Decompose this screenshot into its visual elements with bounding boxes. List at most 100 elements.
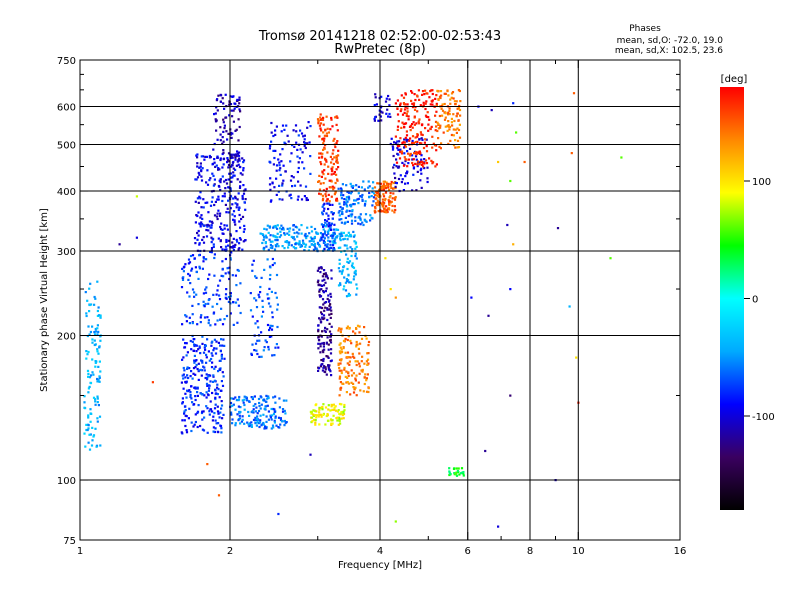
data-point: [345, 278, 348, 281]
data-point: [253, 349, 256, 352]
data-point: [345, 327, 348, 330]
data-point: [325, 341, 328, 344]
data-point: [252, 408, 255, 411]
data-point: [228, 114, 231, 117]
data-point: [219, 344, 222, 347]
data-point: [337, 363, 340, 366]
data-point: [330, 222, 333, 225]
data-point: [216, 212, 219, 215]
data-point: [96, 395, 99, 398]
data-point: [457, 107, 460, 110]
data-point: [202, 198, 205, 201]
data-point: [251, 396, 254, 399]
data-point: [213, 274, 216, 277]
data-point: [217, 422, 220, 425]
data-point: [462, 471, 465, 474]
data-point: [411, 158, 414, 161]
data-point: [264, 242, 267, 245]
data-point: [332, 172, 335, 175]
data-point: [235, 399, 238, 402]
data-point: [332, 228, 335, 231]
data-point: [339, 283, 342, 286]
data-point: [323, 147, 326, 150]
data-point: [456, 112, 459, 115]
data-point: [203, 305, 206, 308]
data-point: [271, 246, 274, 250]
data-point: [363, 218, 366, 221]
data-point: [329, 128, 332, 131]
data-point: [400, 152, 404, 155]
data-point: [209, 380, 212, 383]
data-point: [278, 161, 281, 164]
data-point: [212, 148, 215, 151]
data-point: [269, 266, 272, 269]
data-point: [337, 154, 340, 157]
data-point: [363, 188, 366, 191]
data-point: [96, 417, 99, 420]
data-point: [294, 124, 298, 127]
data-point: [254, 342, 258, 345]
data-point: [390, 183, 393, 186]
data-point: [319, 127, 322, 130]
data-point: [221, 152, 224, 156]
data-point: [263, 268, 266, 271]
data-point: [327, 239, 330, 242]
data-point: [401, 121, 404, 124]
data-point: [204, 376, 207, 380]
data-point: [181, 419, 184, 422]
data-point: [357, 347, 360, 350]
data-point: [277, 426, 280, 429]
data-point: [94, 427, 97, 430]
data-point: [87, 350, 90, 354]
data-point: [400, 150, 404, 153]
data-point: [203, 416, 206, 419]
data-point: [235, 230, 238, 233]
data-point: [350, 264, 354, 267]
data-point: [372, 200, 375, 203]
data-point: [394, 102, 397, 105]
data-point: [200, 374, 203, 377]
data-point: [335, 199, 338, 202]
data-point: [229, 295, 232, 298]
data-point: [193, 237, 197, 240]
data-point: [325, 355, 328, 358]
data-point: [359, 217, 362, 220]
data-point: [397, 166, 400, 169]
data-point: [232, 109, 235, 112]
data-point: [329, 306, 332, 309]
data-point: [308, 240, 311, 243]
data-point: [256, 339, 259, 342]
data-point: [238, 237, 242, 240]
data-point: [188, 389, 191, 392]
data-point: [343, 237, 346, 240]
data-point: [418, 163, 421, 166]
data-point: [188, 274, 191, 277]
data-point: [457, 128, 461, 132]
data-point: [446, 129, 449, 132]
data-point: [223, 224, 226, 227]
data-point: [92, 434, 96, 437]
data-point: [193, 386, 196, 389]
data-point: [99, 444, 102, 447]
data-point: [267, 396, 270, 400]
data-point: [265, 341, 268, 344]
data-point: [333, 156, 336, 159]
data-point: [135, 195, 138, 198]
data-point: [196, 156, 199, 159]
data-point: [343, 276, 346, 279]
x-axis-label: Frequency [MHz]: [338, 560, 422, 571]
data-point: [215, 340, 218, 343]
data-point: [237, 158, 240, 162]
data-point: [195, 363, 198, 367]
data-point: [324, 219, 327, 222]
data-point: [459, 114, 462, 117]
data-point: [424, 127, 427, 130]
data-point: [284, 240, 287, 243]
data-point: [196, 165, 199, 168]
data-point: [351, 352, 354, 355]
data-point: [399, 148, 402, 151]
data-point: [243, 403, 246, 407]
data-point: [208, 273, 211, 276]
data-point: [299, 245, 302, 248]
data-point: [318, 243, 321, 246]
